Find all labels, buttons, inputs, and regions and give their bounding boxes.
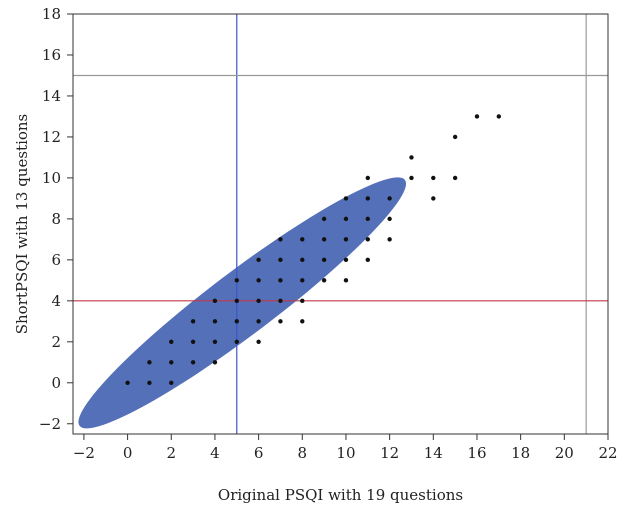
- x-tick-label: 14: [424, 444, 443, 462]
- data-point: [278, 319, 283, 324]
- data-point: [278, 298, 283, 304]
- data-point: [256, 339, 261, 345]
- data-point: [343, 237, 349, 242]
- data-point: [212, 360, 218, 365]
- data-point: [147, 380, 152, 385]
- data-point: [190, 319, 196, 324]
- data-point: [365, 175, 370, 181]
- y-tick-label: 16: [42, 46, 61, 64]
- data-point: [409, 175, 414, 181]
- data-point: [300, 319, 305, 324]
- data-point: [365, 237, 370, 242]
- data-point: [147, 360, 152, 365]
- x-tick-label: 0: [123, 444, 133, 462]
- data-point: [300, 298, 305, 304]
- data-point: [387, 216, 392, 222]
- data-point: [343, 257, 349, 263]
- data-point: [343, 278, 349, 283]
- y-tick-label: 14: [42, 87, 61, 105]
- data-point: [409, 155, 414, 160]
- y-tick-label: 18: [42, 5, 61, 23]
- data-point: [190, 360, 196, 365]
- x-tick-label: 16: [467, 444, 486, 462]
- data-point: [212, 319, 218, 324]
- data-point: [212, 298, 218, 304]
- data-point: [343, 196, 349, 201]
- x-tick-label: 20: [555, 444, 574, 462]
- x-tick-label: −2: [73, 444, 95, 462]
- data-point: [300, 237, 305, 242]
- data-point: [365, 257, 370, 263]
- data-point: [256, 278, 261, 283]
- y-tick-label: 0: [51, 374, 61, 392]
- data-point: [190, 339, 196, 345]
- y-tick-label: 8: [51, 210, 61, 228]
- data-point: [452, 134, 458, 140]
- data-point: [431, 196, 436, 201]
- data-point: [278, 237, 283, 242]
- data-point: [452, 175, 458, 181]
- data-point: [387, 196, 392, 201]
- x-axis-title: Original PSQI with 19 questions: [218, 486, 463, 504]
- data-point: [431, 175, 436, 181]
- x-tick-label: 8: [298, 444, 308, 462]
- x-tick-label: 4: [210, 444, 220, 462]
- data-point: [212, 339, 218, 345]
- data-point: [169, 380, 174, 385]
- data-point: [321, 278, 327, 283]
- data-point: [278, 257, 283, 263]
- x-tick-label: 22: [598, 444, 617, 462]
- data-point: [321, 257, 327, 263]
- plot-frame: [72, 13, 609, 435]
- data-point: [278, 278, 283, 283]
- data-point: [496, 114, 502, 119]
- data-point: [256, 298, 261, 304]
- data-point: [321, 216, 327, 222]
- y-tick-label: −2: [39, 415, 61, 433]
- data-point: [387, 237, 392, 242]
- data-point: [300, 257, 305, 263]
- data-point: [256, 257, 261, 263]
- data-point: [256, 319, 261, 324]
- data-point: [343, 216, 349, 222]
- data-point: [169, 339, 174, 345]
- x-tick-label: 2: [166, 444, 176, 462]
- y-tick-label: 2: [51, 333, 61, 351]
- data-point: [234, 298, 239, 304]
- y-tick-label: 12: [42, 128, 61, 146]
- data-point: [365, 216, 370, 222]
- data-point: [234, 339, 239, 345]
- x-tick-label: 12: [380, 444, 399, 462]
- data-point: [169, 360, 174, 365]
- data-point: [321, 237, 327, 242]
- x-tick-label: 6: [254, 444, 264, 462]
- data-point: [234, 319, 239, 324]
- x-tick-label: 10: [336, 444, 355, 462]
- data-point: [365, 196, 370, 201]
- y-tick-label: 10: [42, 169, 61, 187]
- y-tick-label: 4: [51, 292, 61, 310]
- y-tick-label: 6: [51, 251, 61, 269]
- y-axis-title: ShortPSQI with 13 questions: [13, 114, 31, 335]
- x-tick-label: 18: [511, 444, 530, 462]
- data-point: [125, 380, 130, 385]
- data-point: [234, 278, 239, 283]
- data-point: [474, 114, 480, 119]
- data-point: [300, 278, 305, 283]
